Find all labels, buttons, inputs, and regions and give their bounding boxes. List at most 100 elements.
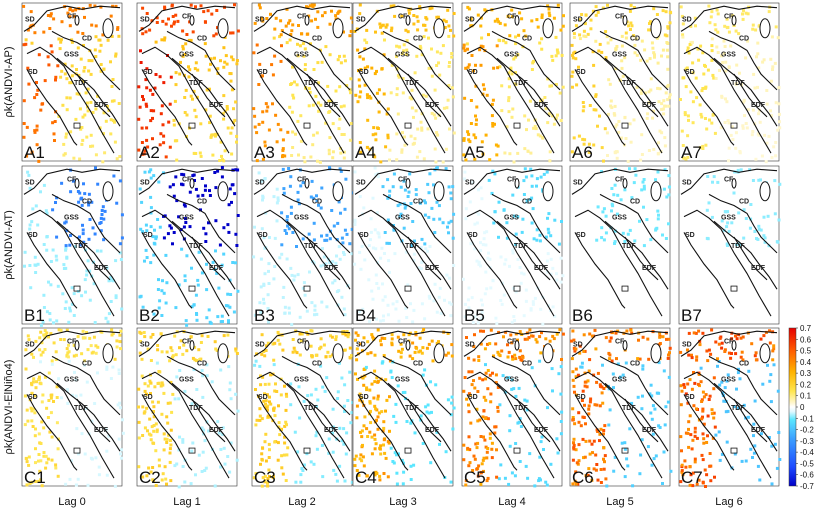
map-cell — [706, 359, 710, 363]
map-cell — [707, 348, 711, 352]
map-cell — [490, 114, 494, 118]
map-cell — [514, 442, 518, 445]
map-cell — [300, 32, 303, 36]
map-cell — [734, 29, 738, 33]
region-boundary — [491, 30, 561, 91]
map-cell — [759, 228, 763, 232]
map-cell — [118, 251, 122, 255]
region-boundary — [357, 46, 446, 154]
region-label-sd: SD — [28, 69, 38, 76]
map-cell — [744, 11, 748, 15]
map-cell — [614, 125, 618, 129]
map-cell — [476, 321, 480, 325]
map-cell — [422, 328, 426, 331]
region-label-gss: GSS — [721, 376, 736, 383]
map-cell — [47, 399, 51, 402]
map-cell — [438, 217, 442, 221]
map-cell — [666, 356, 670, 360]
map-cell — [584, 474, 588, 478]
map-cell — [755, 55, 758, 59]
map-cell — [446, 8, 450, 12]
map-cell — [116, 26, 120, 30]
lake-outline — [405, 340, 411, 351]
map-cell — [464, 483, 468, 487]
region-label-cd: CD — [522, 361, 532, 368]
map-cell — [652, 457, 656, 461]
map-cell — [232, 310, 236, 314]
map-cell — [309, 155, 313, 159]
region-label-sd: SD — [140, 180, 150, 187]
map-cell — [727, 351, 731, 355]
region-label-cf: CF — [398, 176, 408, 183]
map-cell — [65, 328, 69, 332]
map-cell — [263, 382, 267, 386]
map-cell — [699, 380, 703, 384]
map-cell — [189, 335, 193, 339]
region-boundary — [713, 220, 778, 290]
map-cell — [34, 204, 38, 208]
map-cell — [514, 35, 517, 39]
map-cell — [39, 330, 43, 334]
map-cell — [645, 116, 649, 120]
map-cell — [589, 397, 593, 401]
region-label-sd: SD — [258, 232, 268, 239]
map-cell — [729, 356, 733, 360]
map-cell — [384, 25, 388, 29]
map-cell — [513, 353, 517, 357]
map-cell — [570, 339, 573, 343]
map-cell — [263, 177, 267, 181]
map-cell — [700, 89, 704, 93]
map-cell — [496, 409, 500, 413]
map-cell — [68, 81, 72, 85]
map-cell — [512, 214, 516, 218]
map-cell — [533, 484, 537, 488]
map-cell — [218, 159, 222, 162]
map-cell — [691, 438, 695, 442]
map-cell — [471, 181, 475, 185]
map-cell — [629, 3, 633, 7]
map-cell — [494, 425, 498, 429]
map-cell — [203, 42, 207, 46]
region-label-cf: CF — [724, 338, 734, 345]
map-cell — [37, 459, 40, 463]
map-cell — [105, 449, 109, 453]
map-cell — [262, 297, 265, 301]
map-cell — [621, 231, 625, 235]
map-cell — [118, 340, 122, 344]
region-label-cd: CD — [82, 361, 92, 368]
map-cell — [299, 473, 303, 477]
map-cell — [466, 446, 470, 450]
map-cell — [412, 308, 416, 312]
map-cell — [382, 53, 386, 57]
region-label-cf: CF — [615, 13, 625, 20]
map-cell — [491, 122, 495, 125]
map-cell — [313, 304, 317, 308]
map-cell — [560, 53, 564, 57]
map-cell — [773, 212, 777, 216]
map-cell — [476, 441, 480, 445]
region-label-cf: CF — [297, 176, 307, 183]
map-cell — [157, 278, 160, 282]
map-cell — [345, 431, 349, 435]
map-cell — [760, 154, 764, 158]
region-boundary — [256, 46, 345, 154]
map-cell — [296, 198, 300, 202]
map-cell — [69, 190, 73, 194]
map-cell — [548, 159, 552, 163]
map-cell — [599, 427, 603, 431]
map-cell — [445, 273, 449, 277]
map-cell — [497, 235, 500, 239]
map-cell — [613, 104, 617, 108]
map-cell — [763, 240, 767, 244]
map-cell — [575, 461, 579, 465]
region-label-cd: CD — [630, 199, 640, 206]
map-cell — [216, 26, 219, 30]
map-cell — [281, 148, 285, 152]
map-cell — [463, 315, 467, 319]
map-cell — [211, 153, 215, 157]
map-cell — [343, 331, 347, 335]
map-cell — [64, 220, 68, 224]
map-cell — [201, 374, 205, 378]
map-cell — [684, 85, 688, 89]
map-cell — [471, 321, 475, 324]
